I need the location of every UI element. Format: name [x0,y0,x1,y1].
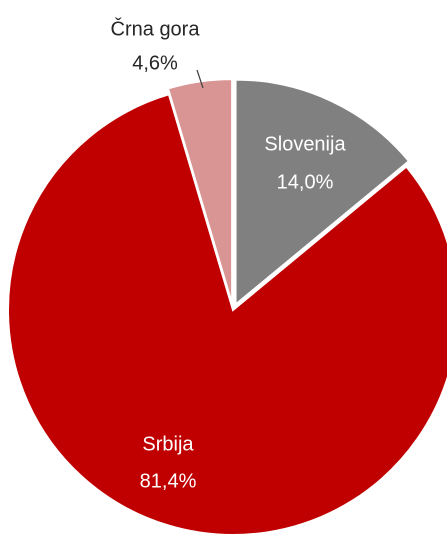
slice-label: Slovenija [264,133,346,155]
slice-value-label: 14,0% [277,171,334,193]
slice-value-label: 4,6% [132,52,178,74]
slice-value-label: 81,4% [140,470,197,492]
pie-slice [234,78,411,307]
slice-label: Črna gora [111,17,201,40]
pie-slice [166,78,234,305]
pie-slice [7,93,447,536]
leader-line [196,69,204,89]
slice-label: Srbija [142,433,194,455]
